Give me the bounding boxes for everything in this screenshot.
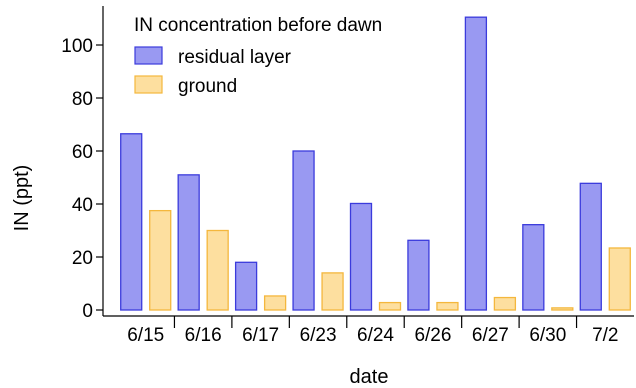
- bar-residual-layer-6-30: [522, 224, 545, 311]
- legend: IN concentration before dawn residual la…: [134, 15, 382, 97]
- bar-ground-6-27: [493, 296, 517, 311]
- y-tick-label: 80: [72, 89, 93, 110]
- y-ticks: 0 20 40 60 80 100: [61, 36, 103, 322]
- x-tick-label-6-17: 6/17: [242, 325, 279, 346]
- x-tick-label-6-23: 6/23: [300, 325, 337, 346]
- x-tick-label-6-30: 6/30: [529, 325, 566, 346]
- x-tick-label-7-2: 7/2: [592, 325, 618, 346]
- legend-swatch-ground: [134, 75, 163, 94]
- bar-residual-layer-6-23: [292, 150, 315, 311]
- bar-ground-6-24: [378, 301, 402, 311]
- x-tick-label-6-26: 6/26: [414, 325, 451, 346]
- bar-residual-layer-6-16: [177, 174, 200, 311]
- y-axis-title: IN (ppt): [11, 165, 33, 232]
- bar-ground-6-15: [149, 209, 172, 311]
- bar-residual-layer-7-2: [579, 182, 602, 311]
- x-ticks: 6/15 6/16 6/17 6/23 6/24 6/26 6/27 6/30 7/2: [127, 316, 618, 346]
- legend-label-residual-layer: residual layer: [178, 47, 292, 68]
- legend-label-ground: ground: [178, 76, 237, 97]
- bar-ground-6-26: [436, 301, 459, 311]
- bar-residual-layer-6-17: [234, 261, 258, 311]
- y-tick-label: 0: [82, 301, 93, 322]
- y-tick-label: 40: [72, 195, 93, 216]
- y-tick-label: 20: [72, 248, 93, 269]
- y-tick-label: 60: [72, 142, 93, 163]
- bars-layer: [120, 16, 631, 311]
- y-tick-label: 100: [61, 36, 93, 57]
- bar-ground-6-30: [551, 307, 574, 311]
- bar-ground-6-17: [263, 295, 287, 311]
- x-axis-title: date: [350, 366, 389, 388]
- x-tick-label-6-16: 6/16: [185, 325, 222, 346]
- bar-ground-6-23: [321, 272, 344, 311]
- legend-title: IN concentration before dawn: [134, 15, 382, 36]
- x-tick-label-6-24: 6/24: [357, 325, 394, 346]
- bar-ground-6-16: [206, 229, 229, 311]
- bar-residual-layer-6-26: [407, 239, 430, 311]
- bar-residual-layer-6-27: [464, 16, 488, 311]
- plot-frame: [102, 6, 634, 317]
- legend-swatch-residual-layer: [134, 46, 163, 65]
- bar-residual-layer-6-15: [120, 133, 143, 311]
- x-tick-label-6-15: 6/15: [127, 325, 164, 346]
- bar-residual-layer-6-24: [349, 202, 373, 311]
- x-tick-label-6-27: 6/27: [472, 325, 509, 346]
- bar-ground-7-2: [608, 247, 631, 311]
